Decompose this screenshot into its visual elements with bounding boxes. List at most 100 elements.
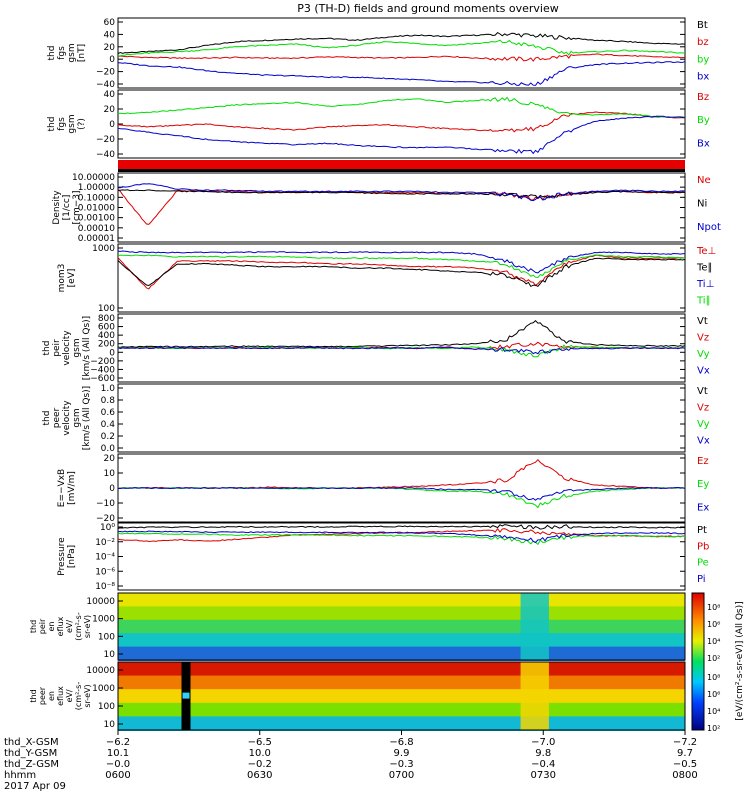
series-line xyxy=(117,254,686,290)
series-line xyxy=(117,250,686,274)
series-line xyxy=(117,183,686,202)
panel-frame xyxy=(117,383,686,453)
y-tick-label: 20 xyxy=(104,43,116,53)
x-row-value: −0.4 xyxy=(531,759,555,770)
y-tick-label: −20 xyxy=(96,68,115,78)
x-row-value: −6.5 xyxy=(248,737,272,748)
y-label-line: thd xyxy=(29,620,38,633)
x-axis-layer: thd_X-GSM −6.2 −6.5 −6.8 −7.0 −7.2 thd_Y-GSM 10… xyxy=(4,730,698,792)
y-label-line: eV/ xyxy=(65,689,74,702)
spectrogram-disturbance xyxy=(520,662,549,730)
plot-title: P3 (TH-D) fields and ground moments over… xyxy=(297,2,559,15)
y-label-line: (cm²-s- xyxy=(74,612,83,641)
y-tick-label: −200 xyxy=(90,357,115,367)
y-tick-label: 600 xyxy=(98,323,115,333)
legend-label: by xyxy=(697,54,709,65)
x-row-value: 0800 xyxy=(672,770,697,781)
spectrogram-band xyxy=(118,619,685,635)
y-label-line: velocity xyxy=(62,400,72,436)
x-row-label: thd_Z-GSM xyxy=(4,759,59,770)
legend-label: Vt xyxy=(697,316,708,327)
y-tick-label: 10000 xyxy=(86,666,115,676)
y-label-line: (?) xyxy=(77,118,87,130)
legend-label: Ex xyxy=(697,502,709,513)
y-tick-label: 200 xyxy=(98,340,115,350)
y-tick-label: 0.10000 xyxy=(78,193,115,203)
y-label-line: eflux xyxy=(56,686,65,706)
series-line xyxy=(118,189,686,199)
colorbar-tick-label: 10⁴ xyxy=(707,707,720,716)
y-label-line: peir xyxy=(52,339,62,357)
legend-label: Vy xyxy=(697,419,710,430)
y-tick-label: 60 xyxy=(104,18,116,28)
y-tick-label: 0.01000 xyxy=(78,204,115,214)
y-tick-label: 10⁻² xyxy=(95,538,115,548)
y-tick-label: 1.00000 xyxy=(78,183,115,193)
y-tick-label: −600 xyxy=(90,374,115,384)
x-row-value: 9.7 xyxy=(677,748,693,759)
y-axis-label: thd peir velocity gsm [km/s (All Qs)] xyxy=(42,316,92,380)
x-row-value: 0630 xyxy=(247,770,272,781)
legend-label: bz xyxy=(697,37,709,48)
y-tick-label: −40 xyxy=(96,150,115,160)
y-tick-label: 10 xyxy=(104,720,116,730)
legend-label: Pe xyxy=(697,558,709,569)
x-row-value: 10.0 xyxy=(249,748,271,759)
y-label-line: thd xyxy=(42,411,52,426)
y-tick-label: 800 xyxy=(98,314,115,324)
legend-label: Ti∥ xyxy=(696,296,711,307)
y-label-line: en xyxy=(47,622,56,632)
spectrogram-frame xyxy=(117,592,686,661)
y-label-line: [nPa] xyxy=(67,545,77,568)
legend-label: Npot xyxy=(697,222,721,233)
y-tick-label: −20 xyxy=(96,135,115,145)
y-label-line: thd xyxy=(47,117,57,132)
date-label: 2017 Apr 09 xyxy=(4,781,66,792)
series-line xyxy=(118,486,686,501)
legend-label: Pb xyxy=(697,541,709,552)
series-line xyxy=(117,254,686,279)
series-line xyxy=(118,486,686,509)
y-label-line: peir xyxy=(38,618,47,634)
y-axis-label: thd fgs gsm (?) xyxy=(47,114,87,133)
y-tick-label: 0.00010 xyxy=(78,224,115,234)
x-row-value: −0.0 xyxy=(106,759,130,770)
colorbar xyxy=(691,592,705,731)
colorbar-tick-label: 10² xyxy=(707,654,720,663)
y-axis-label: Density [1/cc] [cm−3] xyxy=(52,190,82,225)
y-label-line: peer xyxy=(52,407,62,428)
spectrogram-band xyxy=(118,593,685,608)
y-tick-label: 100 xyxy=(98,632,115,642)
panel-frame xyxy=(117,17,686,89)
y-label-line: thd xyxy=(29,689,38,702)
y-label-line: eV/ xyxy=(65,620,74,633)
legend-label: Vy xyxy=(697,349,710,360)
y-tick-label: 0 xyxy=(109,348,115,358)
y-label-line: [eV] xyxy=(67,269,77,288)
y-tick-label: −400 xyxy=(90,365,115,375)
y-tick-label: −40 xyxy=(96,80,115,90)
legend-label: Ey xyxy=(697,479,709,490)
spectrogram-band xyxy=(118,689,685,704)
series-line xyxy=(117,524,686,530)
series-line xyxy=(117,346,686,355)
y-axis-label: thd peer en eflux eV/(cm²-s-sr-eV) xyxy=(29,682,92,711)
spectrogram-layer: 10000 1000 100 10 thd peir en eflux eV/(cm²-s-sr… xyxy=(29,592,686,731)
series-line xyxy=(117,530,686,544)
spectrogram-gap-patch xyxy=(182,692,190,699)
y-label-line: Pressure xyxy=(57,537,67,576)
colorbar-label-text: [eV/(cm²-s-sr-eV)] (All Qs)] xyxy=(735,601,745,720)
y-tick-label: 100 xyxy=(98,304,115,314)
y-tick-label: 0 xyxy=(109,484,115,494)
series-line xyxy=(117,60,686,86)
x-row-value: 9.8 xyxy=(535,748,551,759)
y-axis-label: thd peir en eflux eV/(cm²-s-sr-eV) xyxy=(29,612,92,641)
y-tick-label: 0.2 xyxy=(101,432,115,442)
series-line xyxy=(117,189,686,225)
y-label-line: gsm xyxy=(67,114,77,133)
y-tick-label: 40 xyxy=(104,90,116,100)
y-label-line: thd xyxy=(47,46,57,61)
y-tick-label: 1000 xyxy=(92,684,115,694)
spectrogram-band xyxy=(118,646,685,661)
x-row-value: −6.2 xyxy=(106,737,130,748)
